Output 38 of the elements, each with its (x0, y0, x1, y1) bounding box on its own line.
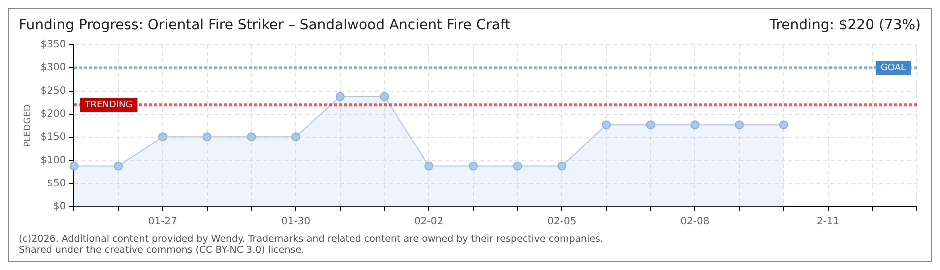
point (336, 92, 345, 102)
text: Shared under the creative commons (CC BY-NC 3.0) license. (19, 245, 305, 256)
y-tick-label: $200 (40, 109, 66, 120)
text: (c)2026. Additional content provided by Wendy. Trademarks and related content are owned by their respective companies. (19, 234, 604, 246)
x-tick-label: 02-08 (680, 216, 710, 228)
chart-subtitle: Trending: $220 (73%) (768, 18, 921, 34)
point (558, 162, 567, 171)
point (424, 162, 434, 171)
x-tick-label: 2-11 (816, 216, 840, 228)
chart-title: Funding Progress: Oriental Fire Striker – Sandalwood Ancient Fire Craft (19, 18, 512, 34)
point (690, 120, 700, 130)
ref-line-label: TRENDING (84, 100, 133, 111)
point (158, 132, 168, 142)
x-tick-label: 01-30 (281, 216, 311, 228)
point (735, 120, 744, 130)
y-tick-label: $250 (40, 86, 66, 97)
point (513, 162, 522, 171)
y-tick-label: $50 (47, 178, 66, 190)
y-tick-label: $0 (54, 202, 66, 213)
x-tick-label: 01-27 (148, 216, 178, 228)
ref-line-label: GOAL (880, 63, 906, 74)
point (202, 132, 212, 142)
point (114, 162, 124, 171)
x-tick-label: 02-05 (548, 216, 577, 228)
y-tick-label: $100 (40, 155, 66, 166)
y-axis-title: PLEDGED (24, 104, 34, 148)
point (380, 92, 390, 102)
point (779, 120, 788, 130)
point (468, 162, 478, 171)
x-tick-label: 02-02 (414, 216, 444, 228)
point (70, 162, 79, 171)
point (646, 120, 656, 130)
point (292, 132, 301, 142)
y-tick-label: $350 (40, 40, 66, 51)
point (602, 120, 612, 130)
point (247, 132, 256, 142)
y-tick-label: $300 (40, 62, 66, 74)
y-tick-label: $150 (40, 132, 66, 144)
